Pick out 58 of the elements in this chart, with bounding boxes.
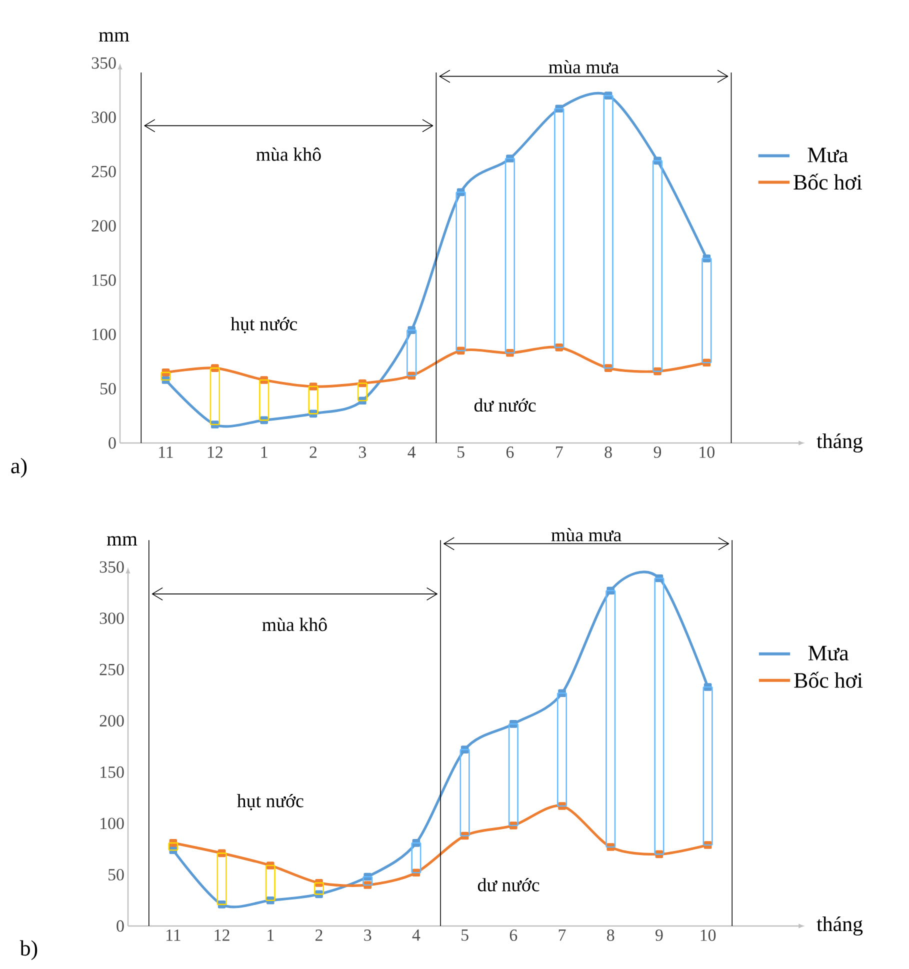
- x-tick-label: 2: [310, 446, 317, 458]
- y-tick-label: 100: [92, 328, 116, 340]
- x-tick-label: 9: [656, 930, 663, 941]
- legend-label: Mưa: [808, 148, 848, 162]
- annotation: dư nước: [478, 878, 540, 892]
- x-tick-label: 11: [159, 446, 173, 458]
- y-tick-label: 0: [108, 437, 116, 449]
- x-tick-label: 9: [654, 446, 662, 458]
- text: a): [11, 458, 27, 478]
- y-tick-label: 100: [100, 818, 124, 830]
- x-tick-label: 12: [208, 446, 222, 458]
- x-tick-label: 12: [214, 930, 230, 941]
- x-tick-label: 10: [700, 446, 714, 458]
- y-axis-title: mm: [98, 32, 130, 42]
- x-tick-label: 8: [607, 930, 614, 941]
- x-tick-label: 10: [700, 930, 716, 941]
- y-tick-label: 0: [116, 920, 124, 932]
- y-axis-title: mm: [106, 536, 138, 546]
- x-tick-label: 11: [166, 930, 180, 941]
- annotation: mùa khô: [256, 148, 321, 161]
- x-tick-label: 7: [556, 446, 563, 458]
- x-tick-label: 1: [268, 930, 274, 941]
- y-tick-label: 250: [92, 166, 116, 178]
- annotation: hụt nước: [237, 794, 304, 810]
- annotation: mùa mưa: [548, 60, 619, 74]
- x-tick-label: 4: [408, 446, 416, 458]
- text: b): [20, 940, 38, 960]
- y-tick-label: 350: [92, 57, 116, 69]
- y-tick-label: 50: [100, 382, 116, 394]
- x-tick-label: 7: [558, 930, 566, 941]
- x-tick-label: 5: [462, 930, 468, 941]
- legend-label: Bốc hơi: [794, 672, 863, 688]
- y-tick-label: 150: [92, 274, 116, 286]
- annotation: hụt nước: [230, 317, 298, 334]
- x-tick-label: 1: [261, 446, 268, 458]
- x-axis-title: tháng: [816, 916, 863, 936]
- y-tick-label: 150: [100, 766, 124, 778]
- x-tick-label: 6: [510, 930, 518, 941]
- x-tick-label: 2: [316, 930, 322, 941]
- annotation: dư nước: [474, 398, 536, 412]
- y-tick-label: 200: [100, 715, 124, 727]
- x-axis-title: tháng: [816, 433, 863, 453]
- y-tick-label: 300: [100, 612, 124, 624]
- annotation: mùa khô: [262, 618, 327, 632]
- x-tick-label: 6: [506, 446, 514, 458]
- x-tick-label: 5: [458, 446, 464, 458]
- x-tick-label: 3: [364, 930, 372, 941]
- x-tick-label: 4: [412, 930, 420, 941]
- x-tick-label: 8: [604, 446, 612, 458]
- y-tick-label: 200: [92, 220, 116, 232]
- y-tick-label: 250: [100, 664, 124, 676]
- y-tick-label: 300: [92, 112, 116, 123]
- text: mùa mưa: [551, 528, 622, 542]
- legend-label: Mưa: [808, 646, 849, 660]
- y-tick-label: 350: [100, 561, 124, 573]
- legend-label: Bốc hơi: [794, 174, 862, 190]
- y-tick-label: 50: [108, 868, 124, 880]
- x-tick-label: 3: [359, 446, 366, 458]
